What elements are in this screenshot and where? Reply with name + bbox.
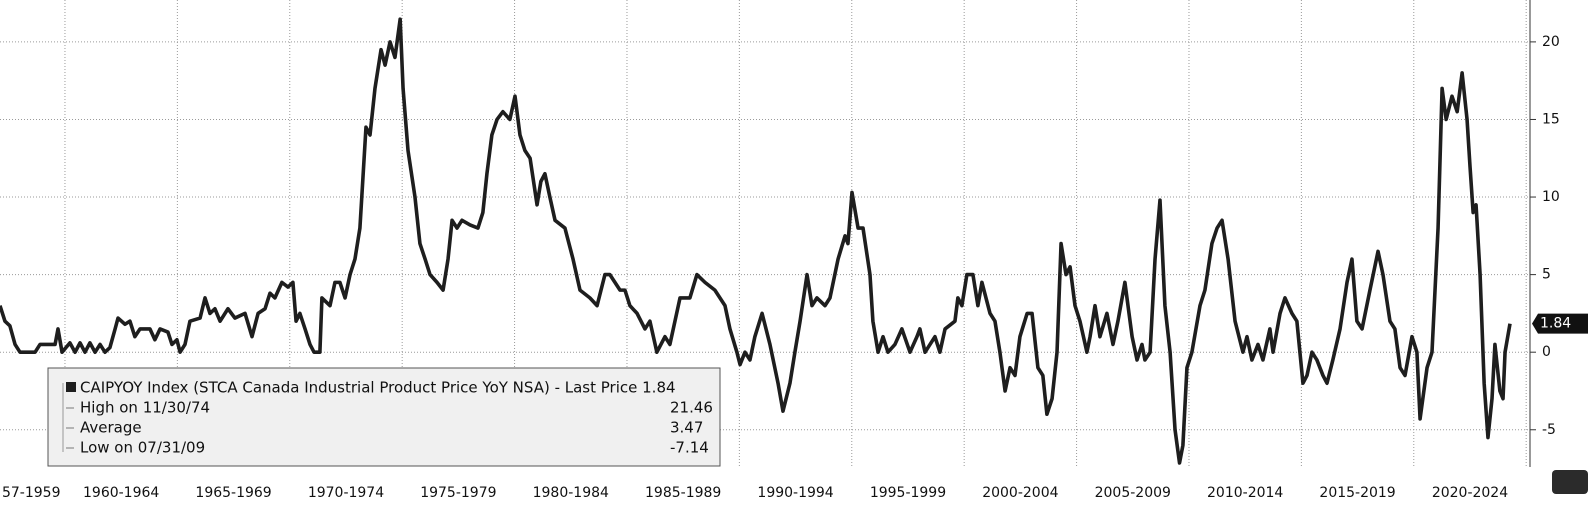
legend-value: -7.14 [670, 439, 709, 457]
y-tick-label: 0 [1542, 344, 1551, 360]
x-tick-label: 57-1959 [2, 485, 61, 501]
x-tick-label: 2000-2004 [982, 485, 1058, 501]
series-line [0, 17, 1512, 465]
y-tick-label: 5 [1542, 267, 1551, 283]
legend: CAIPYOY Index (STCA Canada Industrial Pr… [47, 367, 721, 467]
x-tick-label: 2005-2009 [1095, 485, 1171, 501]
x-tick-label: 2020-2024 [1432, 485, 1508, 501]
corner-button[interactable] [1552, 470, 1588, 494]
legend-label: High on 11/30/74 [80, 399, 210, 417]
last-price-tag [1532, 313, 1588, 334]
legend-label: Average [80, 419, 142, 437]
x-tick-label: 1995-1999 [870, 485, 946, 501]
legend-value: 21.46 [670, 399, 713, 417]
legend-label: Low on 07/31/09 [80, 439, 205, 457]
x-tick-label: 1990-1994 [757, 485, 833, 501]
x-tick-label: 1975-1979 [420, 485, 496, 501]
legend-swatch [66, 382, 76, 392]
x-tick-label: 2015-2019 [1319, 485, 1395, 501]
legend-box [47, 367, 721, 467]
legend-title: CAIPYOY Index (STCA Canada Industrial Pr… [80, 379, 676, 397]
y-tick-label: 15 [1542, 111, 1560, 127]
x-tick-label: 1985-1989 [645, 485, 721, 501]
x-tick-label: 1980-1984 [533, 485, 609, 501]
x-tick-label: 2010-2014 [1207, 485, 1283, 501]
last-price-label: 1.84 [1540, 316, 1571, 332]
x-tick-label: 1960-1964 [83, 485, 159, 501]
legend-value: 3.47 [670, 419, 703, 437]
y-tick-label: 20 [1542, 34, 1560, 50]
x-tick-label: 1970-1974 [308, 485, 384, 501]
x-tick-label: 1965-1969 [195, 485, 271, 501]
y-tick-label: -5 [1542, 422, 1556, 438]
y-tick-label: 10 [1542, 189, 1560, 205]
